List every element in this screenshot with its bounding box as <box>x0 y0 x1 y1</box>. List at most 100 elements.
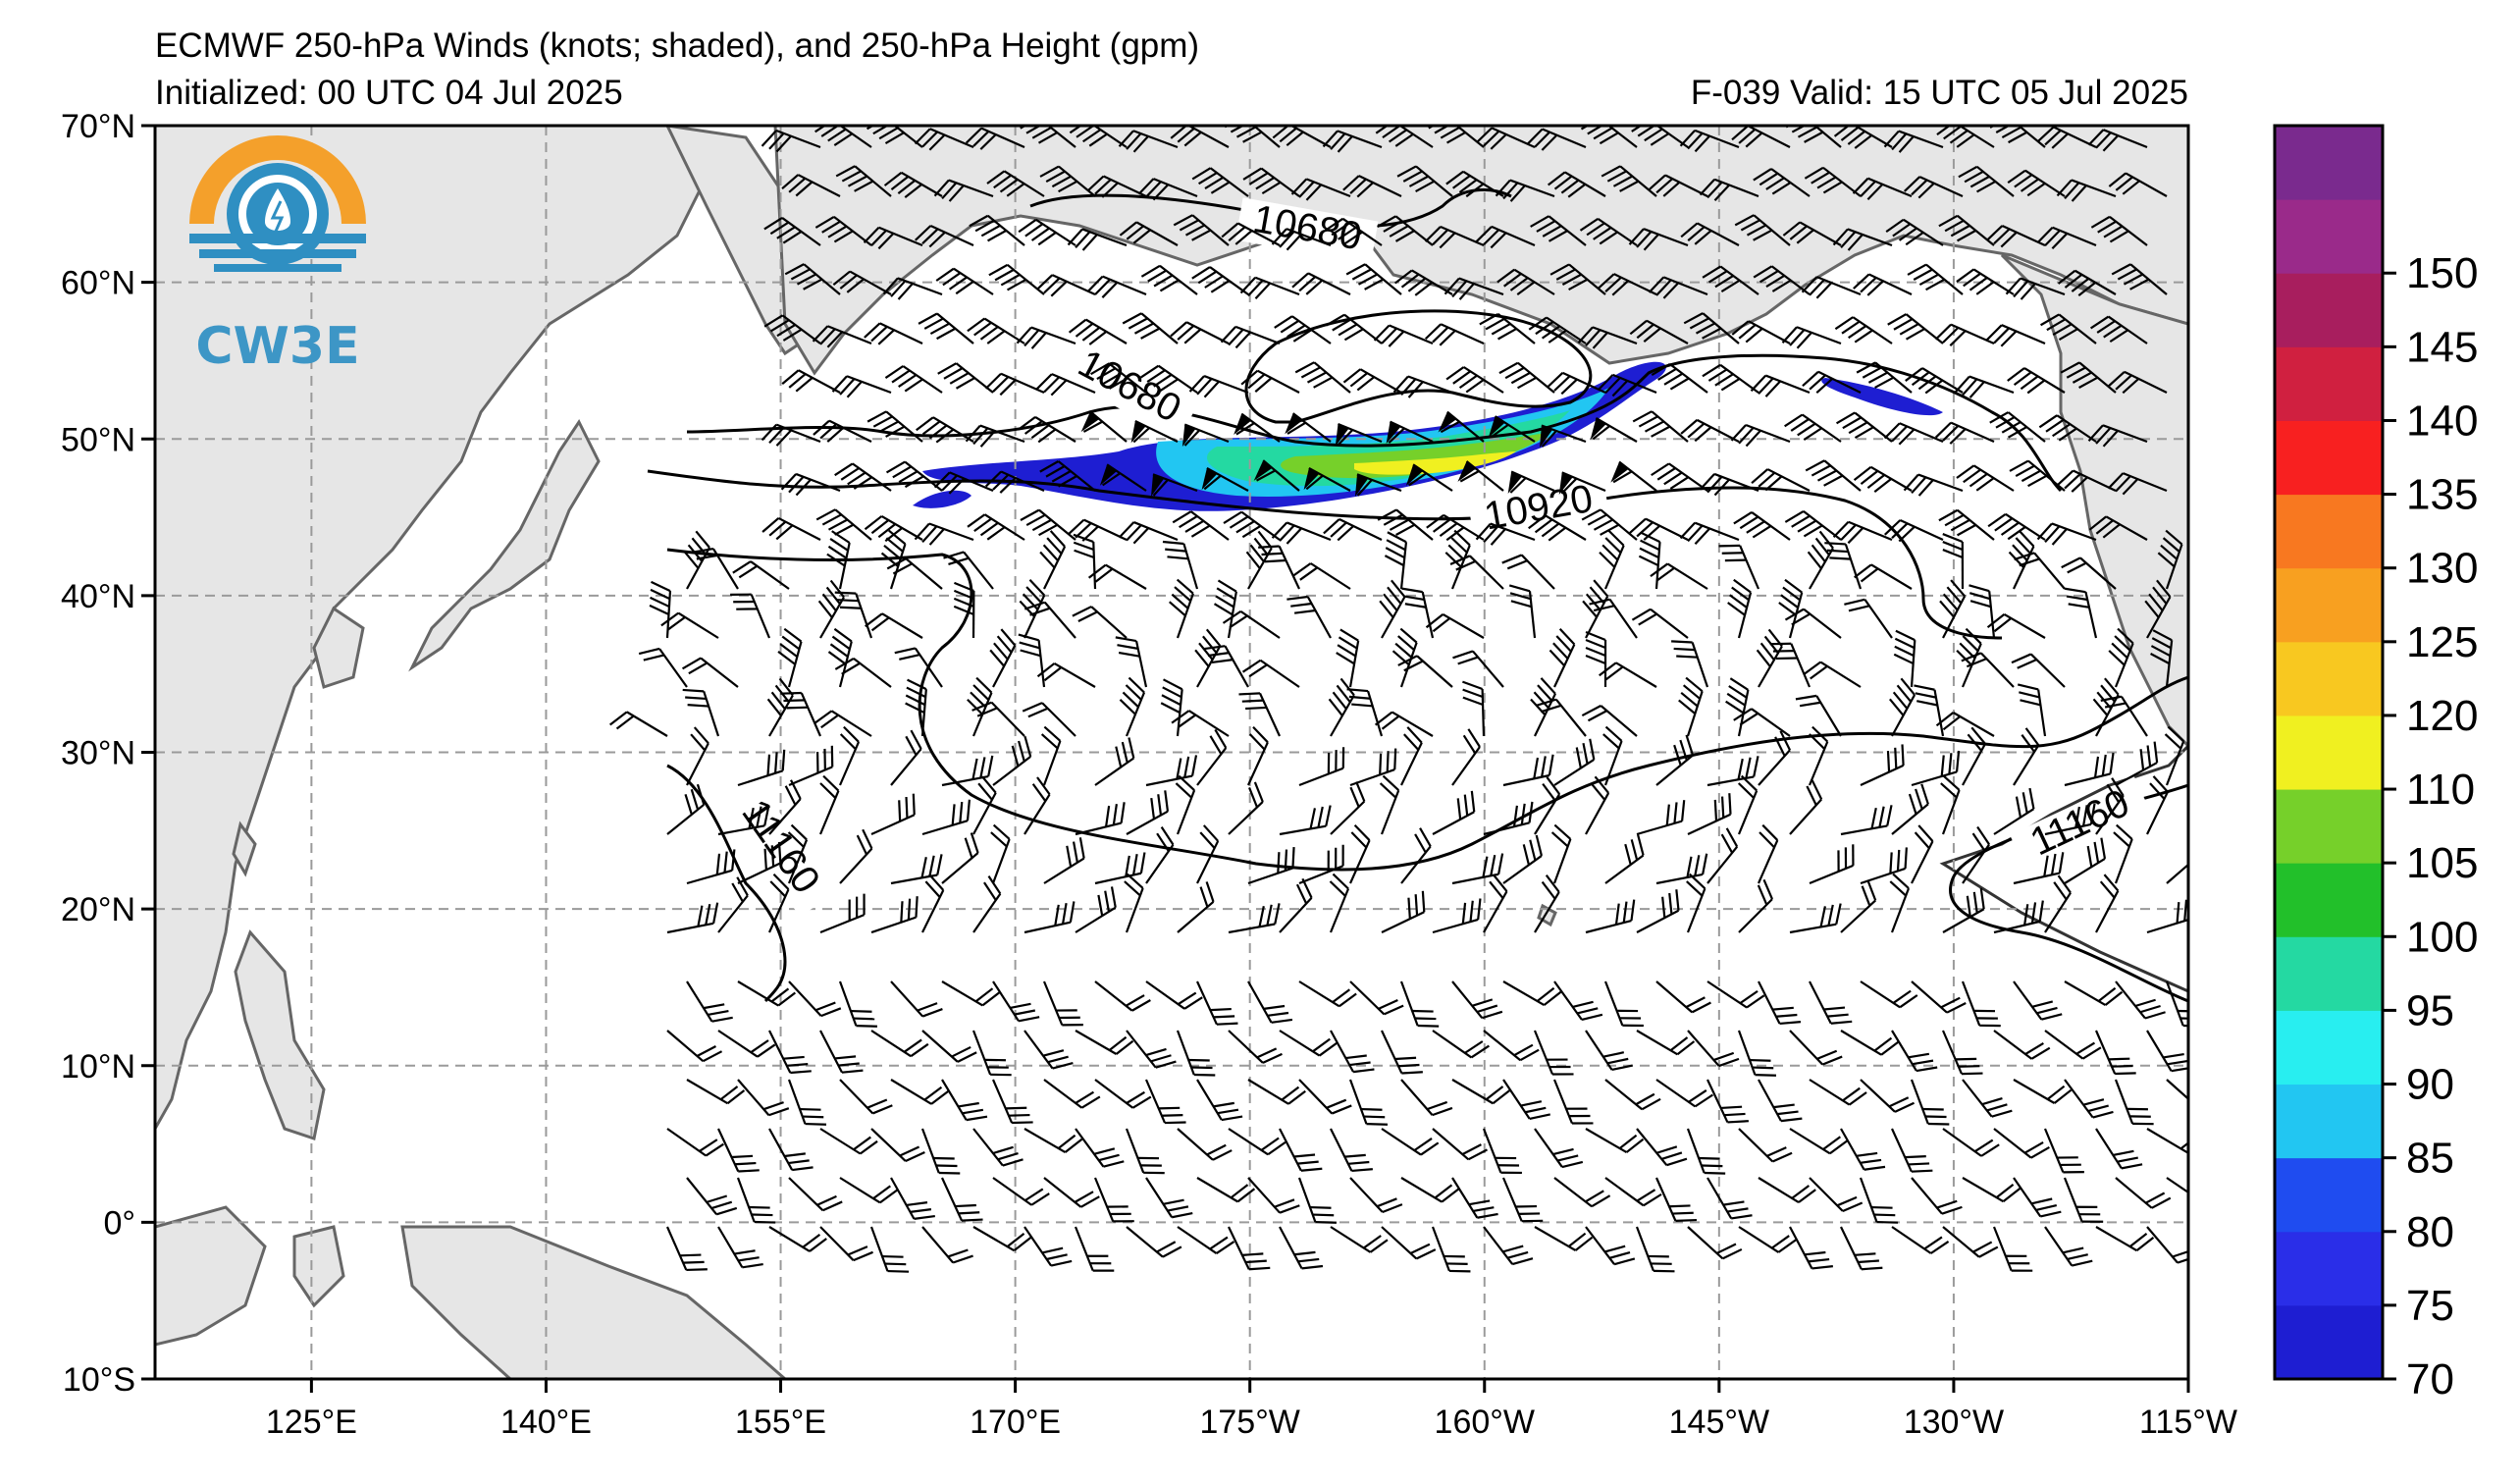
land-sulawesi <box>292 1225 345 1308</box>
wind-barb <box>1961 652 2015 688</box>
wind-barb <box>1247 980 1293 1024</box>
wind-barb <box>1628 228 1689 251</box>
wind-barb <box>2014 552 2066 590</box>
wind-barb <box>1636 800 1686 836</box>
colorbar-label: 135 <box>2406 471 2478 519</box>
wind-barb <box>1068 318 1128 345</box>
cw3e-logo-text: CW3E <box>195 317 359 376</box>
wind-barb <box>2166 851 2188 884</box>
wind-barb <box>870 1128 925 1163</box>
wind-barb <box>761 423 821 447</box>
lon-label: 170°E <box>970 1404 1061 1441</box>
wind-barb <box>1119 676 1146 737</box>
wind-barb <box>780 691 822 737</box>
wind-barb <box>1375 126 1434 148</box>
wind-barb <box>1228 903 1281 934</box>
colorbar-segment <box>2275 1304 2383 1380</box>
wind-barb <box>2111 263 2168 295</box>
wind-barb <box>2107 472 2168 496</box>
wind-barb <box>1145 755 1198 787</box>
wind-barb <box>1431 1226 1471 1273</box>
wind-barb <box>1303 466 1351 492</box>
wind-barb <box>1738 1226 1797 1253</box>
wind-barb <box>1687 1030 1740 1068</box>
wind-barb <box>941 755 994 787</box>
wind-barb <box>920 1128 961 1175</box>
lat-label: 20°N <box>61 891 135 928</box>
wind-barb <box>813 419 872 443</box>
wind-barb <box>1279 877 1313 933</box>
wind-barb <box>969 214 1025 246</box>
wind-barb <box>1585 899 1636 934</box>
wind-barb <box>1914 684 1945 737</box>
wind-barb <box>1750 374 1811 397</box>
wind-barb <box>1072 606 1128 639</box>
wind-barb <box>683 530 710 590</box>
lon-label: 140°E <box>500 1404 592 1441</box>
wind-barb <box>780 472 841 497</box>
wind-barb <box>1246 725 1269 786</box>
wind-barb <box>1094 980 1151 1012</box>
wind-barb <box>1501 1177 1544 1223</box>
wind-barb <box>1903 473 1964 497</box>
wind-barb <box>1349 980 1404 1016</box>
wind-barb <box>1444 277 1504 300</box>
wind-barb <box>1558 471 1606 495</box>
wind-barb <box>1683 312 1740 344</box>
colorbar-label: 75 <box>2406 1282 2454 1330</box>
wind-barb <box>1528 316 1587 344</box>
wind-barb <box>972 1226 1032 1252</box>
wind-barb <box>818 774 840 835</box>
wind-barb <box>1024 1030 1074 1070</box>
wind-barb <box>1039 460 1096 492</box>
wind-barb <box>984 470 1045 494</box>
wind-barb <box>649 580 672 639</box>
wind-barb <box>967 317 1025 344</box>
wind-barb <box>2044 1030 2102 1060</box>
wind-barb <box>1940 774 1961 835</box>
wind-barb <box>1145 826 1175 884</box>
wind-barb <box>882 277 943 300</box>
wind-barb <box>1885 218 1944 246</box>
colorbar-segment <box>2275 641 2383 716</box>
wind-barb <box>1737 774 1759 835</box>
wind-barb <box>1393 269 1453 296</box>
cw3e-logo: CW3E <box>189 135 366 376</box>
land-korea <box>312 606 365 689</box>
wind-barb <box>1292 562 1351 590</box>
wind-barb <box>1553 1177 1611 1208</box>
wind-barb <box>767 873 790 933</box>
lat-label: 70°N <box>61 108 135 145</box>
wind-barb <box>1992 1226 2033 1272</box>
wind-barb <box>1789 903 1842 934</box>
lon-label: 145°W <box>1669 1404 1769 1441</box>
wind-barb <box>2043 1128 2084 1174</box>
wind-barb <box>1803 661 1862 688</box>
wind-barb <box>1188 375 1249 398</box>
wind-barb <box>1534 1128 1584 1169</box>
wind-barbs <box>609 126 2188 1273</box>
wind-barb <box>1449 555 1504 590</box>
wind-barb <box>1140 264 1198 295</box>
wind-barb <box>1599 529 1625 590</box>
wind-barb <box>1328 677 1355 737</box>
wind-barb <box>1298 747 1345 787</box>
wind-barb <box>1655 853 1708 885</box>
wind-barb <box>1220 325 1281 349</box>
lat-label: 60°N <box>61 265 135 302</box>
wind-barb <box>1610 460 1657 492</box>
wind-barb <box>1424 323 1485 346</box>
wind-barb <box>1496 268 1555 296</box>
wind-barb <box>2007 169 2066 197</box>
wind-barb <box>914 522 974 546</box>
wind-barb <box>787 823 809 884</box>
wind-barb <box>1067 228 1128 251</box>
wind-barb <box>1590 417 1638 443</box>
wind-barb <box>1424 225 1485 249</box>
valid-time: F-039 Valid: 15 UTC 05 Jul 2025 <box>1691 74 2188 112</box>
wind-barb <box>1036 662 1096 688</box>
wind-barb <box>1176 1030 1216 1077</box>
wind-barb <box>1883 422 1944 446</box>
wind-barb <box>2044 803 2096 836</box>
wind-barb <box>2036 226 2097 250</box>
